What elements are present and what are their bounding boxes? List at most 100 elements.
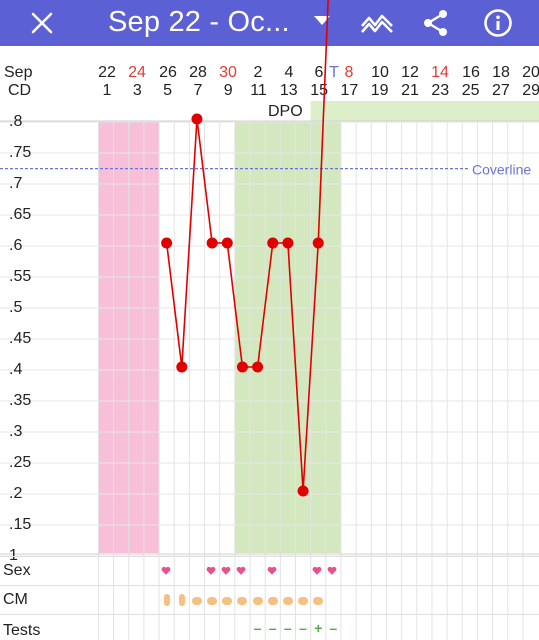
test-result-mark: + (314, 620, 323, 636)
date-cell: 18 (492, 64, 510, 81)
temperature-point (282, 237, 294, 249)
close-button[interactable] (22, 0, 62, 46)
cervical-mucus-icon (252, 597, 263, 605)
share-button[interactable] (418, 0, 454, 46)
date-cell: 26 (159, 64, 177, 81)
date-cell: 12 (401, 64, 419, 81)
dpo-header-band (310, 101, 539, 121)
cd-cell: 9 (223, 82, 233, 99)
heart-icon (206, 566, 216, 575)
y-tick-label: .35 (9, 392, 32, 409)
cervical-mucus-icon (267, 597, 278, 605)
cervical-mucus-icon (298, 597, 309, 605)
cd-cell: 17 (340, 82, 359, 99)
temperature-point (221, 237, 233, 249)
date-cell: 6 (314, 64, 324, 81)
date-cell: 4 (284, 64, 294, 81)
close-icon (31, 12, 53, 34)
cervical-mucus-icon (313, 597, 324, 605)
y-tick-label: .4 (9, 361, 23, 378)
y-tick-label: .25 (9, 454, 32, 471)
temperature-line (165, 0, 329, 492)
cervical-mucus-icon (178, 594, 185, 606)
date-cell: T (329, 64, 339, 81)
temperature-point (312, 237, 324, 249)
chart-view-button[interactable] (356, 0, 398, 46)
cd-cell: 13 (279, 82, 298, 99)
chevron-down-icon[interactable] (314, 16, 330, 25)
month-label: Sep (4, 64, 33, 81)
cervical-mucus-icon (222, 597, 233, 605)
fertile-band (234, 122, 341, 553)
cycle-header: Sep CD DPO 22 24 26 28 30 2 4 6 T 8 10 12 14 16 18 20 1 3… (0, 63, 539, 121)
y-tick-label: .75 (9, 144, 32, 161)
cervical-mucus-icon (282, 597, 293, 605)
temperature-point (267, 237, 279, 249)
cd-cell: 5 (163, 82, 173, 99)
cm-row[interactable]: CM (0, 585, 539, 614)
info-icon (484, 9, 512, 37)
test-result-mark: – (299, 620, 307, 636)
temperature-point (176, 361, 188, 373)
date-cell: 28 (189, 64, 207, 81)
cd-cell: 19 (370, 82, 389, 99)
y-tick-label: .15 (9, 516, 32, 533)
heart-icon (267, 566, 277, 575)
cd-cell: 3 (132, 82, 142, 99)
cd-cell: 23 (431, 82, 450, 99)
heart-icon (237, 566, 246, 575)
y-tick-label: .3 (9, 423, 23, 440)
cd-cell: 1 (102, 82, 112, 99)
y-tick-label: .65 (9, 206, 32, 223)
y-tick-label: .6 (9, 237, 23, 254)
y-tick-label: .55 (9, 268, 32, 285)
temperature-point (206, 237, 218, 249)
y-tick-label: .2 (9, 485, 23, 502)
date-cell: 2 (253, 64, 263, 81)
temperature-point (161, 237, 173, 249)
cervical-mucus-icon (163, 594, 170, 606)
share-icon (424, 10, 447, 36)
tests-row-label: Tests (3, 622, 41, 639)
date-cell: 16 (462, 64, 480, 81)
date-cell: 22 (98, 64, 116, 81)
cd-cell: 27 (491, 82, 510, 99)
test-result-mark: – (268, 620, 277, 636)
y-tick-label: 1 (9, 547, 18, 564)
sex-row-label: Sex (3, 562, 31, 579)
cd-cell: 21 (401, 82, 419, 99)
temperature-point (297, 485, 309, 497)
cervical-mucus-icon (191, 597, 202, 605)
date-cell: 30 (219, 64, 237, 81)
date-range-title[interactable]: Sep 22 - Oc... (108, 6, 290, 38)
chart-line-icon (361, 14, 393, 33)
y-tick-label: .5 (9, 299, 23, 316)
heart-icon (161, 566, 171, 575)
date-cell: 10 (371, 64, 389, 81)
cycle-day-label: CD (8, 82, 32, 99)
y-tick-label: .8 (9, 113, 23, 130)
y-tick-label: .45 (9, 330, 32, 347)
heart-icon (221, 566, 231, 575)
temperature-point (252, 361, 264, 373)
date-cell: 20 (522, 64, 539, 81)
heart-icon (327, 566, 337, 575)
info-button[interactable] (478, 0, 518, 46)
temperature-point (191, 113, 203, 125)
dpo-label: DPO (268, 103, 303, 120)
app-bar: Sep 22 - Oc... (0, 0, 539, 46)
date-cell: 24 (128, 64, 146, 81)
coverline-label: Coverline (472, 162, 531, 178)
sex-row[interactable]: Sex (0, 556, 539, 585)
cd-cell: 25 (461, 82, 480, 99)
temperature-point (236, 361, 248, 373)
test-result-mark: – (283, 620, 292, 636)
cervical-mucus-icon (207, 597, 218, 605)
cervical-mucus-icon (237, 597, 248, 605)
cm-row-label: CM (3, 591, 28, 608)
heart-icon (312, 566, 322, 575)
test-result-mark: – (329, 620, 338, 636)
tests-row[interactable]: Tests (0, 614, 539, 640)
date-cell: 8 (344, 64, 354, 81)
